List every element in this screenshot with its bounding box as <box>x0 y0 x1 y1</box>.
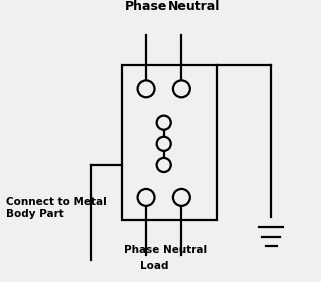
Text: Load: Load <box>140 261 168 271</box>
Circle shape <box>157 116 171 130</box>
Text: Connect to Metal
Body Part: Connect to Metal Body Part <box>6 197 107 219</box>
Circle shape <box>157 158 171 172</box>
Text: Phase Neutral: Phase Neutral <box>124 245 207 255</box>
Bar <box>122 65 217 220</box>
Circle shape <box>138 189 154 206</box>
Circle shape <box>173 189 190 206</box>
Circle shape <box>173 80 190 97</box>
Circle shape <box>138 80 154 97</box>
Circle shape <box>157 137 171 151</box>
Text: Phase: Phase <box>125 0 167 13</box>
Text: Neutral: Neutral <box>168 0 221 13</box>
